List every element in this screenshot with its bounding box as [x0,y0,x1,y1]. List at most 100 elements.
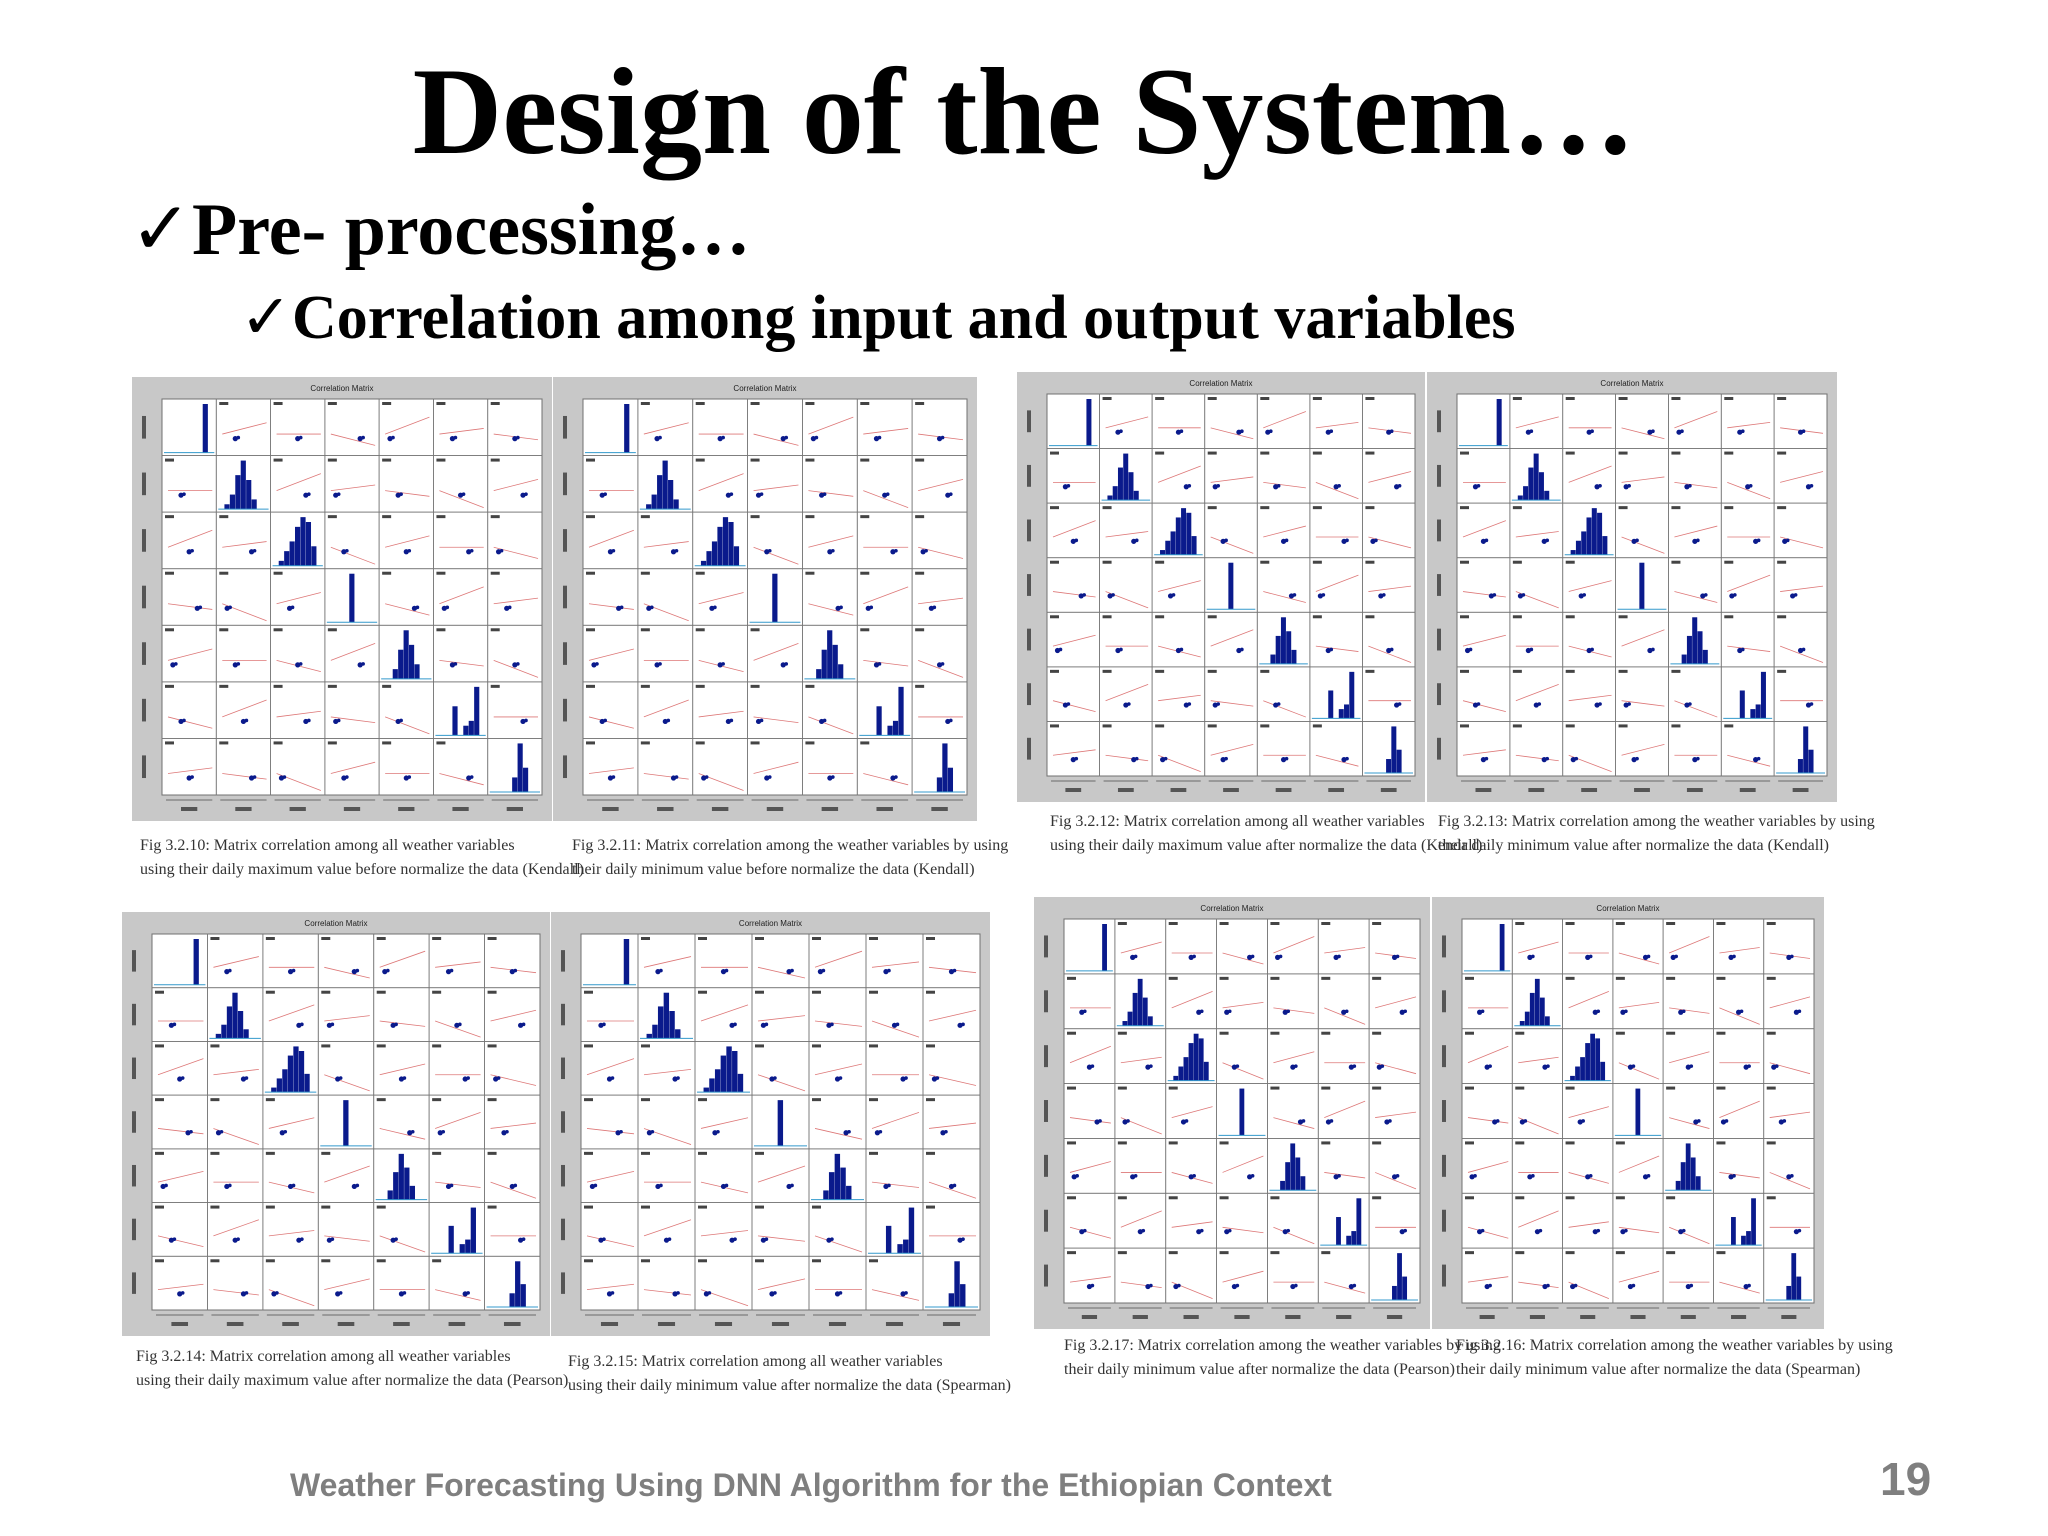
scatter-cluster [1588,1174,1593,1178]
tick-labels [433,1314,481,1316]
caption-line-2: their daily minimum value before normali… [572,861,975,878]
caption-line-1: Fig 3.2.14: Matrix correlation among all… [136,1348,511,1365]
scatter-cluster [721,662,725,666]
row-label [561,1003,565,1026]
histogram-bar [1519,1021,1525,1026]
column-label [1630,1315,1646,1319]
trend-line [379,1063,426,1076]
trend-line [1674,482,1718,489]
coefficient-label [1724,724,1734,728]
scatter-cluster [593,1183,598,1188]
histogram-bar [657,1006,664,1039]
scatter-cluster [1476,483,1481,488]
coefficient-label [432,990,442,994]
trend-line [1273,1117,1315,1129]
trend-line [1105,531,1149,538]
coefficient-label [1102,560,1112,564]
tick-labels [1667,1307,1710,1309]
coefficient-label [155,1205,164,1209]
scatter-cluster [1395,954,1400,959]
coefficient-label [1321,1086,1331,1090]
coefficient-label [219,515,229,519]
row-label [563,642,567,665]
scatter-cluster [1284,756,1289,761]
histogram-bar [246,480,252,510]
scatter-cluster [386,968,390,973]
coefficient-label [1050,724,1059,728]
coefficient-label [695,571,705,575]
scatter-cluster [877,662,882,666]
scatter-cluster [445,605,450,610]
histogram-bar [193,939,199,985]
histogram-bar [398,649,404,679]
trend-line [1568,465,1612,483]
coefficient-label [1260,669,1270,673]
scatter-cluster [219,1129,224,1134]
scatter-cluster [345,548,349,553]
coefficient-label [210,1259,220,1263]
histogram-bar [1275,635,1281,664]
column-label [931,807,948,811]
scatter-cluster [1631,1064,1636,1068]
scatter-cluster [524,718,528,723]
scatter-cluster [1646,1174,1651,1178]
histogram-bar [892,720,899,736]
trend-line [757,1074,806,1092]
histogram-bar [1336,1217,1341,1246]
trend-line [324,1278,370,1290]
coefficient-label [812,1098,821,1102]
trend-line [213,956,259,968]
coefficient-label [755,990,764,994]
scatter-cluster [603,718,607,723]
coefficient-label [926,1151,935,1155]
scatter-cluster [505,1129,509,1134]
coefficient-label [321,1205,331,1209]
trend-line [757,1235,806,1242]
column-label [503,1322,521,1326]
tick-labels [806,799,854,801]
scatter-cluster [1590,429,1594,433]
tick-labels [1566,780,1612,782]
trend-line [1727,645,1771,652]
coefficient-label [805,571,815,575]
coefficient-label [1766,1086,1776,1090]
column-label [1686,788,1703,792]
histogram-bar [409,644,415,679]
tick-labels [756,1314,805,1316]
histogram-bar [448,1225,454,1254]
coefficient-label [1777,397,1787,400]
histogram-bar [1112,486,1118,501]
coefficient-label [327,628,337,632]
scatter-cluster [1389,429,1394,433]
scatter-cluster [1688,702,1692,706]
scatter-cluster [1163,756,1168,761]
trend-line [753,484,799,492]
histogram-bar [1122,1021,1128,1026]
coefficient-label [1270,1031,1280,1035]
scatter-cluster [298,662,303,666]
histogram-bar [1591,508,1597,555]
trend-line [1780,645,1824,663]
tick-labels [751,799,799,801]
coefficient-label [755,1205,764,1209]
histogram-bar [387,1190,393,1200]
correlation-matrix-figure-4: Correlation Matrix [1427,372,1837,802]
trend-line [1727,482,1771,500]
coefficient-label [584,1098,593,1102]
coefficient-label [1168,1086,1178,1090]
trend-line [1568,1221,1609,1228]
scatter-cluster [1739,1009,1744,1014]
coefficient-label [165,684,174,688]
row-label [142,755,146,779]
histogram-bar [1533,453,1539,501]
trend-line [1621,427,1665,440]
scatter-cluster [877,435,882,440]
column-label [1386,1315,1403,1319]
coefficient-label [755,1151,764,1155]
scatter-cluster [1187,483,1192,488]
row-label [563,529,567,552]
column-label [1117,788,1134,792]
column-label [1580,1315,1596,1319]
coefficient-label [265,937,275,940]
scatter-cluster [1484,756,1489,761]
